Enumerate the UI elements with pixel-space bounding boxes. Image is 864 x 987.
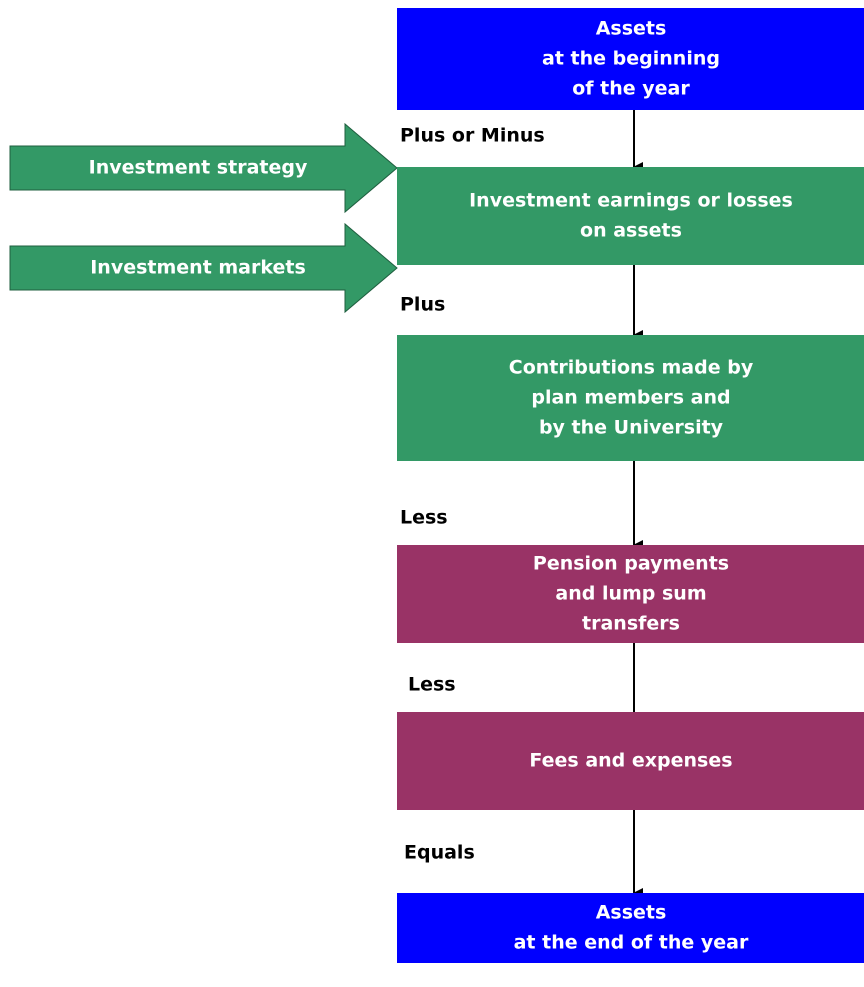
step-label: transfers [582,613,680,635]
input-label: Investment strategy [89,157,308,179]
step-box [397,893,864,963]
input-arrow [9,222,398,314]
step-label: Assets [596,902,667,924]
input-arrow [9,122,398,214]
connector-label: Less [408,674,456,696]
connector-label: Plus or Minus [400,125,545,147]
input-label: Investment markets [90,257,306,279]
step-box [397,335,864,461]
step-label: Assets [596,18,667,40]
step-label: Contributions made by [509,357,754,379]
connector-label: Equals [404,842,475,864]
connector-label: Plus [400,294,445,316]
step-label: plan members and [531,387,730,409]
step-label: on assets [580,220,682,242]
step-box [397,545,864,643]
step-label: at the end of the year [514,932,749,954]
connector-label: Less [400,507,448,529]
step-label: Pension payments [533,553,729,575]
step-label: of the year [572,78,690,100]
step-box [397,8,864,110]
step-label: at the beginning [542,48,720,70]
step-label: Investment earnings or losses [469,190,793,212]
step-label: and lump sum [555,583,706,605]
step-label: Fees and expenses [529,750,732,772]
step-box [397,712,864,810]
step-label: by the University [539,417,724,439]
step-box [397,167,864,265]
